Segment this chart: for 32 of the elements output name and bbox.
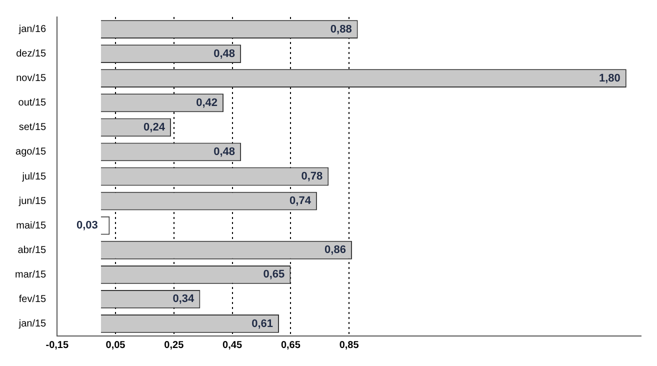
- data-label: 0,86: [324, 244, 346, 256]
- y-tick-label: mai/15: [16, 220, 47, 232]
- x-tick-label: -0,15: [46, 340, 69, 351]
- y-tick-label: mar/15: [15, 269, 47, 280]
- y-tick-label: ago/15: [16, 146, 47, 158]
- data-label: 0,65: [263, 268, 285, 281]
- x-tick-label: 0,85: [339, 340, 360, 351]
- x-tick-label: 0,45: [222, 340, 242, 351]
- data-label: 0,24: [144, 121, 166, 134]
- data-label: 0,88: [330, 23, 352, 36]
- data-label: 0,48: [214, 146, 236, 158]
- data-label: 0,78: [301, 170, 323, 183]
- y-tick-label: nov/15: [16, 73, 47, 84]
- data-label: 0,34: [172, 293, 196, 306]
- y-tick-label: jul/15: [21, 171, 47, 182]
- x-tick-label: 0,25: [164, 340, 184, 351]
- y-tick-label: jan/15: [18, 318, 47, 330]
- data-label: 1,80: [598, 72, 620, 84]
- data-label: 0,42: [196, 96, 218, 109]
- x-tick-label: 0,05: [106, 340, 126, 351]
- x-tick-label: 0,65: [280, 340, 301, 351]
- data-label: 0,61: [252, 318, 273, 330]
- data-label: 0,48: [214, 48, 236, 60]
- y-tick-label: jun/15: [18, 196, 47, 207]
- y-tick-label: set/15: [18, 122, 47, 134]
- y-tick-label: fev/15: [18, 294, 47, 305]
- data-label: 0,74: [290, 195, 312, 208]
- y-tick-label: out/15: [18, 98, 47, 109]
- y-tick-label: dez/15: [16, 48, 47, 60]
- data-label: 0,03: [76, 220, 98, 232]
- y-tick-label: abr/15: [18, 244, 47, 256]
- y-tick-label: jan/16: [18, 24, 47, 36]
